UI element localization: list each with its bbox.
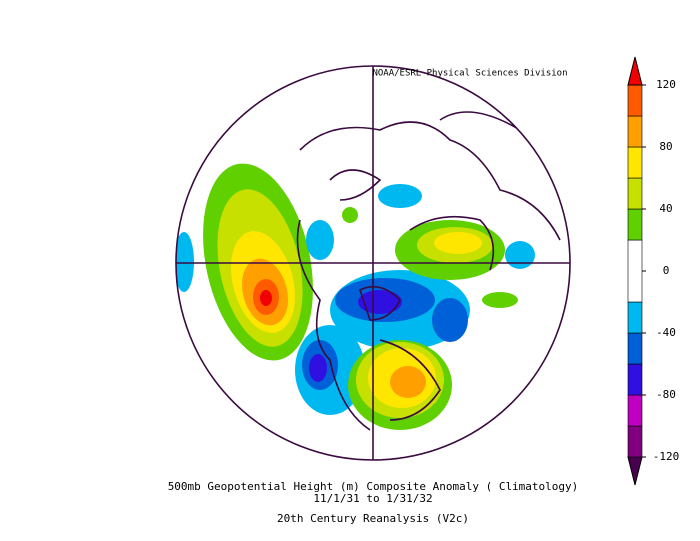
colorbar: 120 80 40 0 -40 -80 -120 [627, 56, 680, 486]
colorbar-tick-label: -40 [656, 326, 676, 339]
credit: NOAA/ESRL Physical Sciences Division [372, 69, 567, 79]
colorbar-tick-label: 80 [659, 140, 672, 153]
colorbar-tick-label: -120 [653, 450, 680, 463]
map [176, 66, 570, 460]
date-range: 11/1/31 to 1/31/32 [313, 492, 432, 505]
colorbar-segment [627, 115, 643, 148]
colorbar-tick-label: 120 [656, 78, 676, 91]
colorbar-extension [627, 56, 643, 86]
map-title: 500mb Geopotential Height (m) Composite … [168, 480, 579, 493]
colorbar-tick-label: 40 [659, 202, 672, 215]
colorbar-segment [627, 239, 643, 303]
colorbar-segment [627, 332, 643, 365]
colorbar-segment [627, 394, 643, 427]
anomaly-fields [176, 163, 535, 430]
data-source: 20th Century Reanalysis (V2c) [277, 512, 469, 525]
colorbar-extension [627, 456, 643, 486]
colorbar-segment [627, 146, 643, 179]
colorbar-segment [627, 425, 643, 458]
colorbar-segment [627, 177, 643, 210]
colorbar-tick-label: 0 [663, 264, 670, 277]
coastlines [296, 111, 561, 431]
colorbar-segment [627, 301, 643, 334]
colorbar-segment [627, 363, 643, 396]
colorbar-tick-label: -80 [656, 388, 676, 401]
colorbar-segment [627, 208, 643, 241]
colorbar-segment [627, 84, 643, 117]
